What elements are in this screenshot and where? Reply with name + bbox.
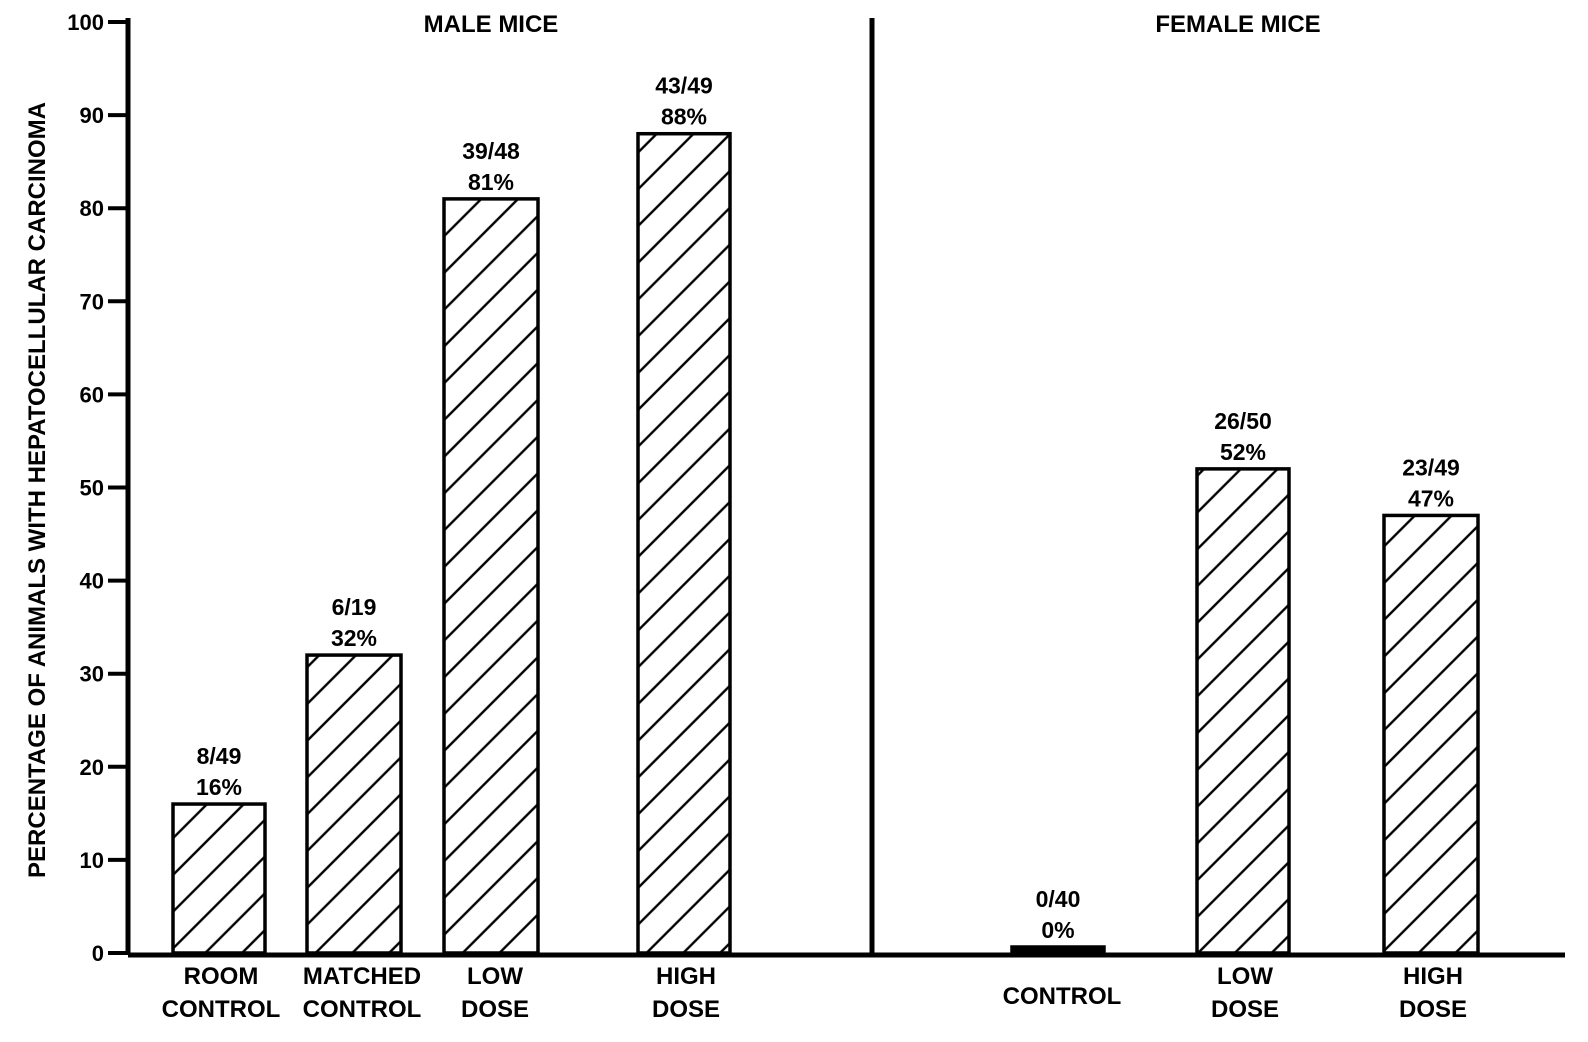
bar-group: 8/49 16% ROOM CONTROL: [162, 743, 281, 1023]
bar-group: 23/49 47% HIGH DOSE: [1382, 454, 1480, 1023]
y-ticks: 0 10 20 30 40 50 60 70 80 90 100: [67, 10, 128, 966]
bar: [305, 653, 403, 955]
category-label: DOSE: [652, 996, 720, 1023]
bars: 8/49 16% ROOM CONTROL 6/19 32% MATCHED CONTROL 3…: [162, 73, 1480, 1023]
bar: [442, 197, 540, 955]
y-tick-label: 10: [80, 848, 104, 873]
category-label: CONTROL: [1003, 983, 1122, 1010]
bar: [1195, 467, 1291, 955]
bar-fraction-label: 8/49: [197, 743, 242, 769]
category-label: CONTROL: [303, 996, 422, 1023]
y-tick-label: 20: [80, 755, 104, 780]
category-label: DOSE: [1399, 996, 1467, 1023]
bar-group: 39/48 81% LOW DOSE: [442, 138, 540, 1023]
bar: [636, 131, 732, 955]
bar-fraction-label: 6/19: [332, 594, 377, 620]
y-tick-label: 60: [80, 382, 104, 407]
bar-percent-label: 0%: [1041, 917, 1074, 943]
y-tick-label: 90: [80, 103, 104, 128]
bar-percent-label: 81%: [468, 169, 514, 195]
y-tick-label: 100: [67, 10, 104, 35]
bar-group: 6/19 32% MATCHED CONTROL: [303, 594, 422, 1023]
female-panel-title: FEMALE MICE: [1155, 11, 1320, 38]
bar-group: 43/49 88% HIGH DOSE: [636, 73, 732, 1023]
y-tick-label: 40: [80, 569, 104, 594]
y-tick-label: 0: [92, 941, 104, 966]
category-label: DOSE: [461, 996, 529, 1023]
category-label: HIGH: [1403, 963, 1463, 990]
bar-group: 0/40 0% CONTROL: [1003, 886, 1122, 1010]
y-tick-label: 70: [80, 289, 104, 314]
bar-group: 26/50 52% LOW DOSE: [1195, 408, 1291, 1023]
y-axis: 0 10 20 30 40 50 60 70 80 90 100 PERCENTAGE OF ANI…: [24, 10, 131, 966]
y-tick-label: 30: [80, 662, 104, 687]
bar-percent-label: 47%: [1408, 485, 1454, 511]
category-label: CONTROL: [162, 996, 281, 1023]
bar-fraction-label: 43/49: [655, 73, 713, 99]
bar: [1382, 513, 1480, 955]
bar-percent-label: 88%: [661, 104, 707, 130]
category-label: DOSE: [1211, 996, 1279, 1023]
male-panel-title: MALE MICE: [424, 11, 559, 38]
bar-fraction-label: 23/49: [1402, 454, 1460, 480]
bar: [171, 802, 267, 955]
category-label: LOW: [467, 963, 523, 990]
bar-percent-label: 16%: [196, 774, 242, 800]
bar: [1010, 945, 1106, 955]
y-tick-label: 80: [80, 196, 104, 221]
category-label: MATCHED: [303, 963, 421, 990]
bar-fraction-label: 26/50: [1214, 408, 1272, 434]
category-label: ROOM: [184, 963, 259, 990]
category-label: LOW: [1217, 963, 1273, 990]
bar-percent-label: 52%: [1220, 439, 1266, 465]
y-tick-label: 50: [80, 476, 104, 501]
category-label: HIGH: [656, 963, 716, 990]
bar-percent-label: 32%: [331, 625, 377, 651]
bar-fraction-label: 0/40: [1036, 886, 1081, 912]
y-axis-title: PERCENTAGE OF ANIMALS WITH HEPATOCELLULA…: [24, 102, 51, 878]
bar-fraction-label: 39/48: [462, 138, 520, 164]
